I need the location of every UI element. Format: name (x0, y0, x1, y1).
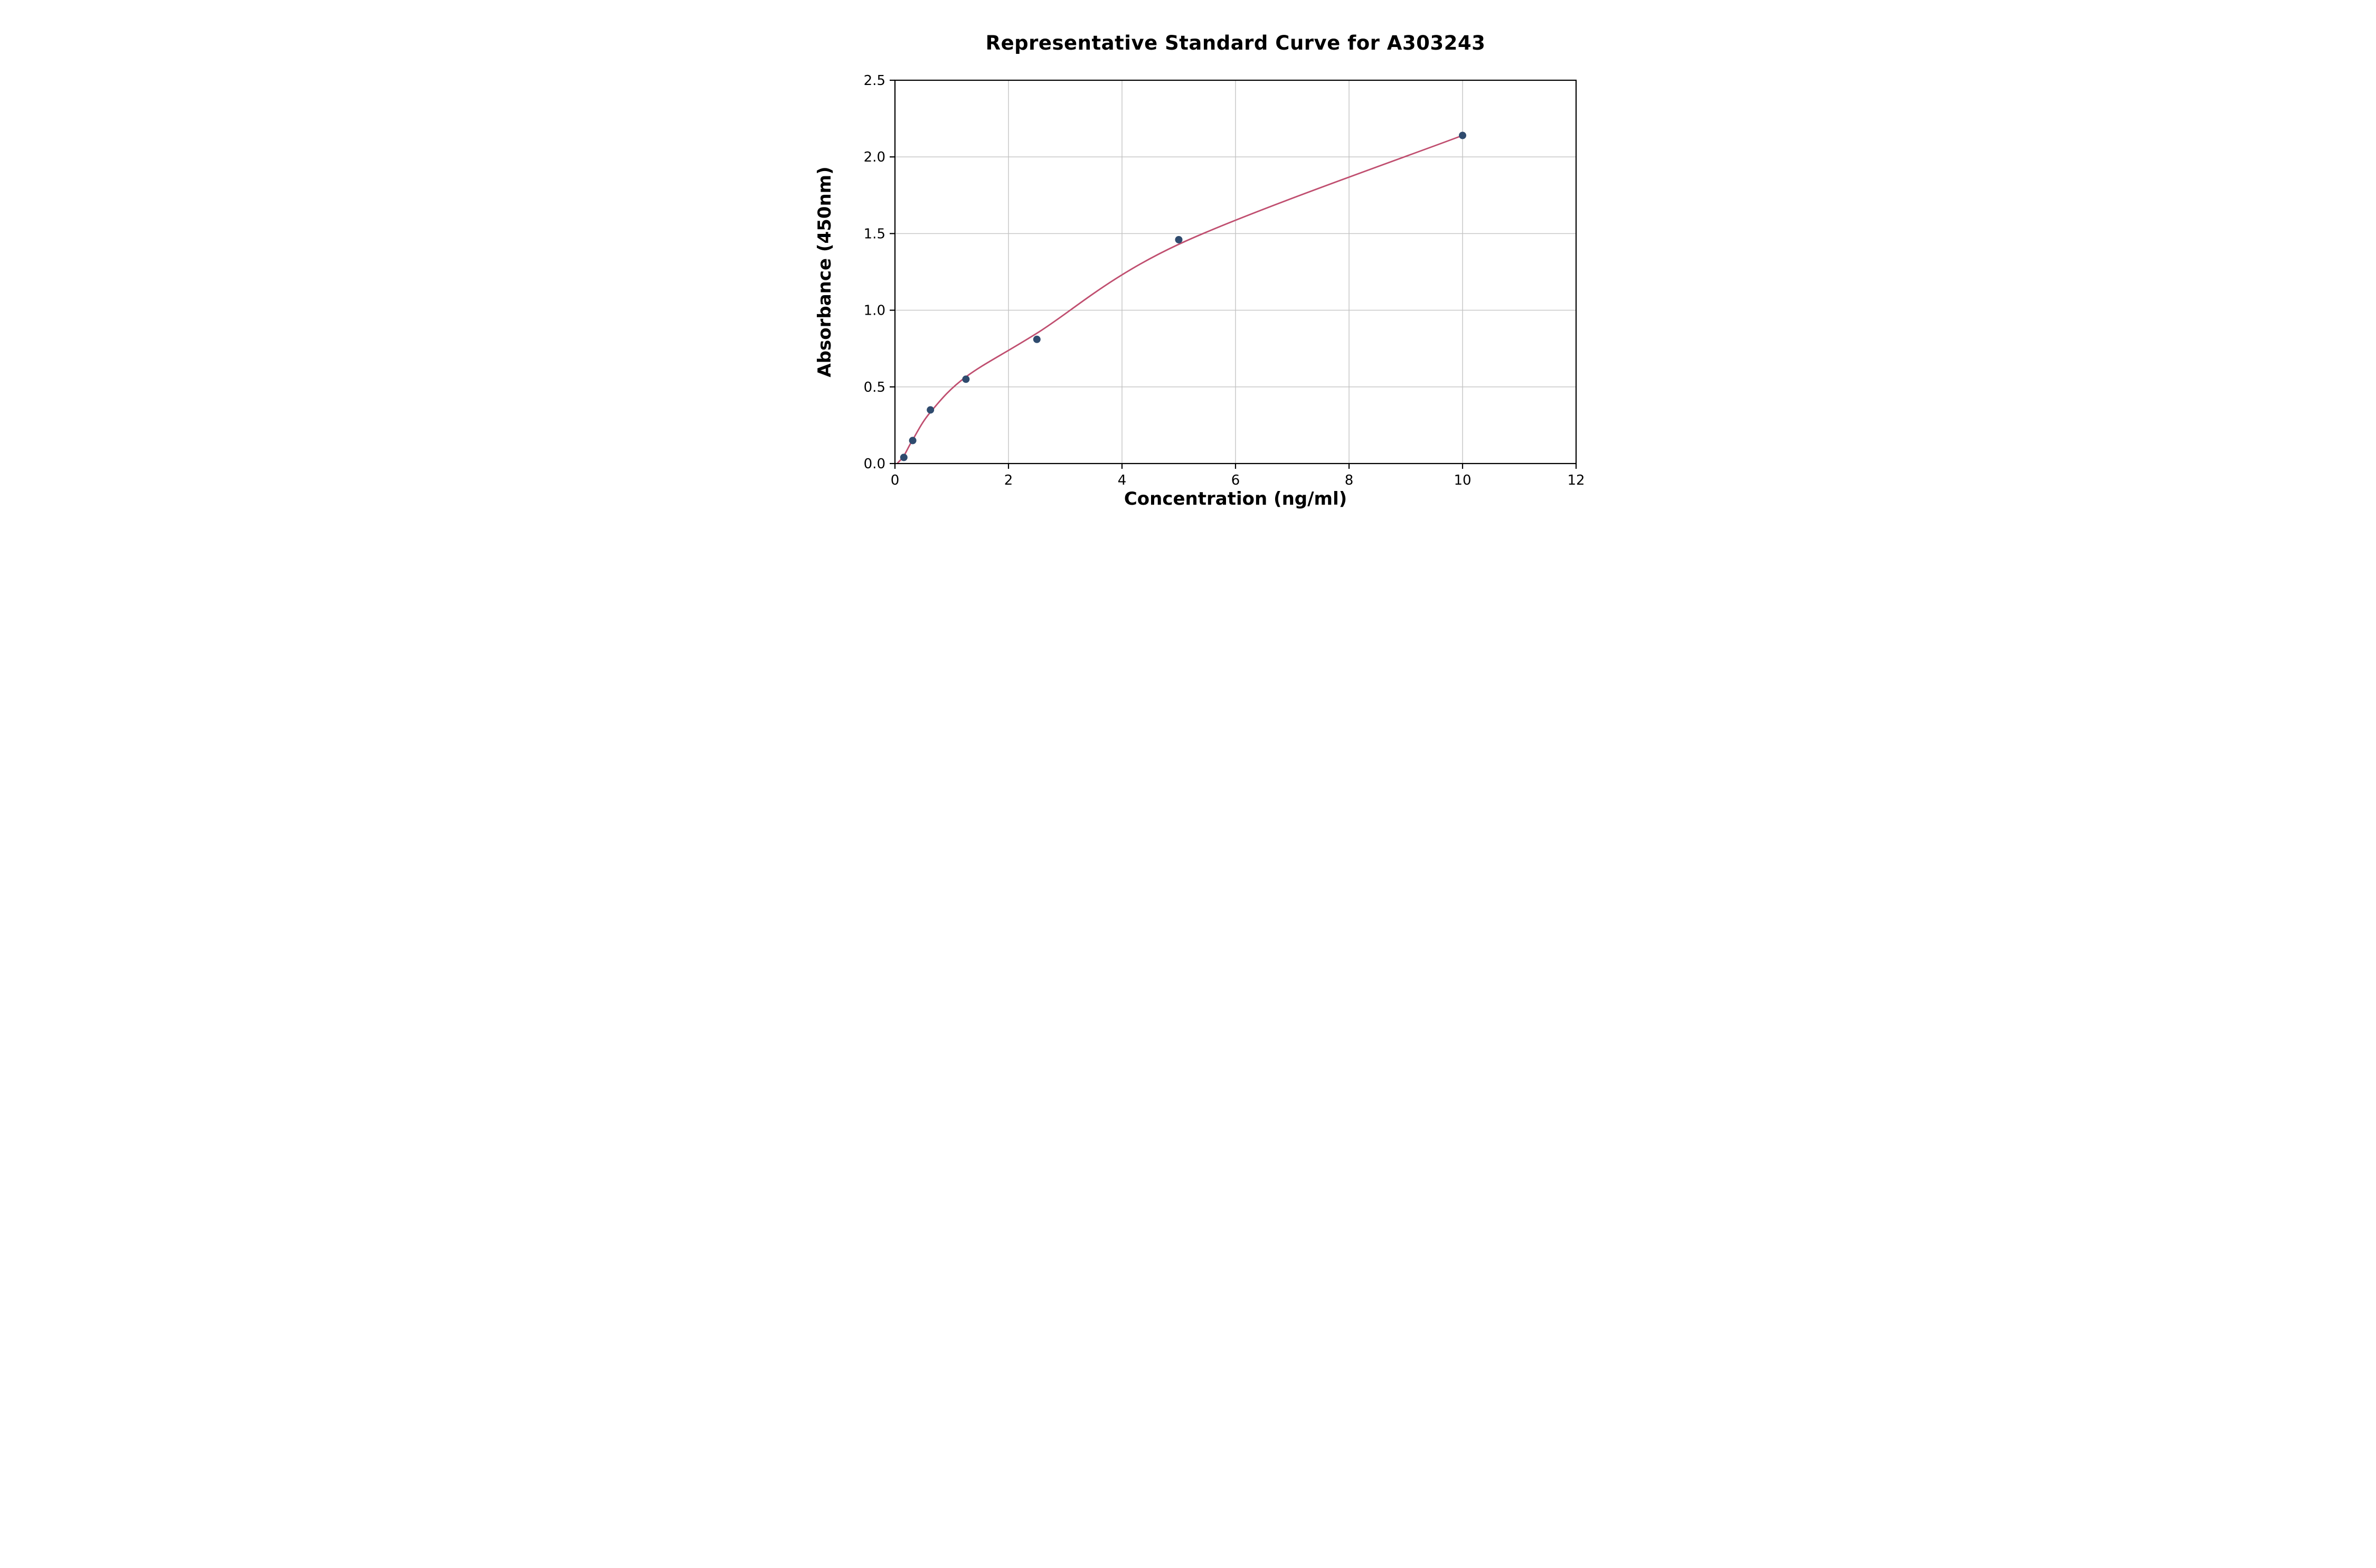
x-tick-label: 8 (1345, 473, 1354, 488)
y-tick-label: 2.0 (864, 149, 885, 165)
x-axis-ticks: 0 2 4 6 8 10 12 (891, 464, 1584, 488)
data-point (1459, 131, 1466, 139)
y-tick-label: 0.5 (864, 380, 885, 395)
x-tick-label: 10 (1454, 473, 1471, 488)
data-point (900, 454, 908, 461)
fit-curve (897, 135, 1464, 464)
x-tick-label: 2 (1004, 473, 1013, 488)
x-tick-label: 4 (1118, 473, 1127, 488)
standard-curve-chart: 0 2 4 6 8 10 12 0.0 0.5 1.0 1.5 2.0 2.5 (864, 73, 1584, 488)
y-tick-label: 2.5 (864, 73, 885, 89)
x-tick-label: 0 (891, 473, 900, 488)
y-tick-label: 0.0 (864, 456, 885, 472)
x-axis-label: Concentration (ng/ml) (1124, 488, 1347, 509)
y-axis-label: Absorbance (450nm) (814, 166, 835, 377)
data-points (900, 131, 1466, 461)
data-point (962, 375, 970, 383)
y-tick-label: 1.0 (864, 303, 885, 319)
data-point (909, 437, 917, 445)
standard-curve-figure: Representative Standard Curve for A30324… (792, 0, 1584, 523)
y-tick-label: 1.5 (864, 226, 885, 242)
data-point (1175, 236, 1183, 243)
data-point (927, 406, 935, 414)
x-tick-label: 12 (1567, 473, 1584, 488)
x-tick-label: 6 (1231, 473, 1240, 488)
data-point (1033, 335, 1041, 343)
y-axis-ticks: 0.0 0.5 1.0 1.5 2.0 2.5 (864, 73, 895, 472)
chart-title: Representative Standard Curve for A30324… (985, 32, 1486, 54)
